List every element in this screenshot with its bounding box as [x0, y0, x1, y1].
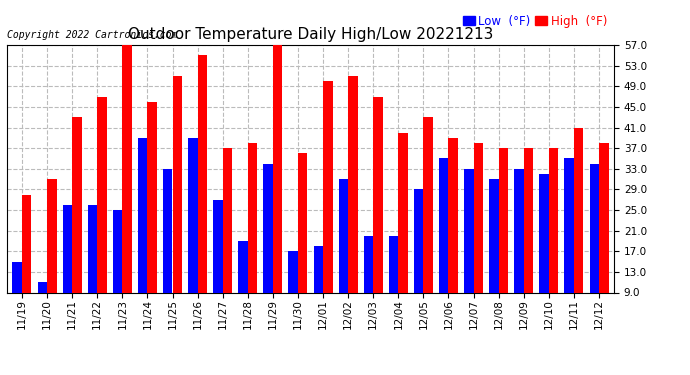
Bar: [323, 81, 333, 339]
Bar: [188, 138, 197, 339]
Bar: [473, 143, 483, 339]
Title: Outdoor Temperature Daily High/Low 20221213: Outdoor Temperature Daily High/Low 20221…: [128, 27, 493, 42]
Bar: [589, 164, 599, 339]
Bar: [238, 241, 248, 339]
Bar: [172, 76, 182, 339]
Bar: [364, 236, 373, 339]
Bar: [298, 153, 308, 339]
Bar: [599, 143, 609, 339]
Bar: [448, 138, 458, 339]
Bar: [197, 56, 207, 339]
Bar: [524, 148, 533, 339]
Bar: [223, 148, 233, 339]
Bar: [564, 158, 574, 339]
Bar: [12, 262, 22, 339]
Bar: [414, 189, 424, 339]
Bar: [88, 205, 97, 339]
Bar: [398, 133, 408, 339]
Bar: [514, 169, 524, 339]
Bar: [464, 169, 473, 339]
Bar: [348, 76, 357, 339]
Bar: [388, 236, 398, 339]
Bar: [47, 179, 57, 339]
Bar: [112, 210, 122, 339]
Bar: [574, 128, 584, 339]
Bar: [489, 179, 499, 339]
Bar: [248, 143, 257, 339]
Bar: [549, 148, 558, 339]
Bar: [72, 117, 81, 339]
Bar: [22, 195, 32, 339]
Bar: [288, 251, 298, 339]
Text: Copyright 2022 Cartronics.com: Copyright 2022 Cartronics.com: [7, 30, 177, 40]
Bar: [499, 148, 509, 339]
Bar: [138, 138, 148, 339]
Bar: [97, 97, 107, 339]
Bar: [439, 158, 449, 339]
Bar: [339, 179, 348, 339]
Bar: [264, 164, 273, 339]
Bar: [37, 282, 47, 339]
Bar: [163, 169, 172, 339]
Bar: [122, 45, 132, 339]
Bar: [540, 174, 549, 339]
Bar: [63, 205, 72, 339]
Bar: [273, 45, 282, 339]
Legend: Low  (°F), High  (°F): Low (°F), High (°F): [462, 14, 608, 29]
Bar: [373, 97, 383, 339]
Bar: [213, 200, 223, 339]
Bar: [424, 117, 433, 339]
Bar: [148, 102, 157, 339]
Bar: [313, 246, 323, 339]
